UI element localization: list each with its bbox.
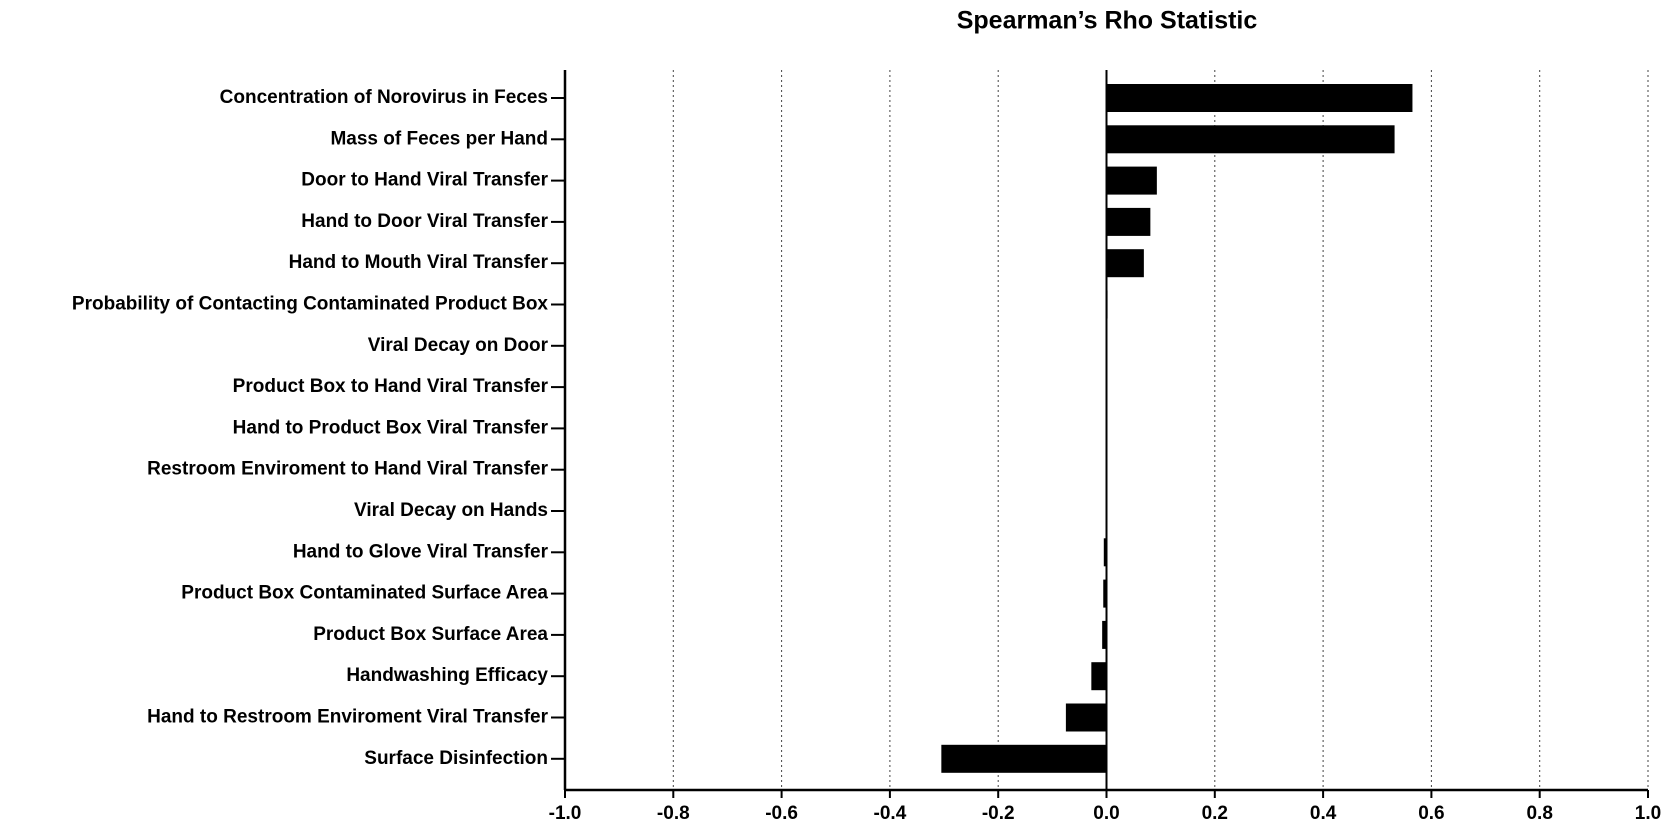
x-tick-label: 0.8 (1526, 803, 1552, 824)
x-tick-label: 0.2 (1202, 803, 1228, 824)
x-tick-label: -0.6 (765, 803, 798, 824)
y-tick-label: Hand to Product Box Viral Transfer (233, 417, 549, 438)
y-tick-label: Hand to Mouth Viral Transfer (289, 252, 549, 273)
x-tick-label: -0.8 (657, 803, 690, 824)
bar (1106, 84, 1413, 112)
y-tick-label: Restroom Enviroment to Hand Viral Transf… (147, 459, 548, 480)
x-tick-label: 1.0 (1635, 803, 1661, 824)
x-tick-label: 0.6 (1418, 803, 1444, 824)
bar (1103, 579, 1107, 608)
bar (1103, 538, 1107, 567)
y-tick-label: Hand to Door Viral Transfer (301, 211, 548, 232)
x-tick-label: 0.4 (1310, 803, 1337, 824)
bar (941, 744, 1107, 773)
y-tick-label: Concentration of Norovirus in Feces (220, 87, 548, 108)
x-tick-label: -0.4 (874, 803, 907, 824)
bar (1106, 207, 1151, 236)
y-tick-label: Viral Decay on Door (368, 335, 549, 356)
bar (1091, 662, 1107, 691)
bar (1106, 166, 1157, 195)
y-tick-label: Mass of Feces per Hand (330, 128, 548, 149)
x-tick-label: -1.0 (549, 803, 582, 824)
y-tick-label: Hand to Restroom Enviroment Viral Transf… (147, 707, 548, 728)
y-tick-label: Probability of Contacting Contaminated P… (72, 294, 549, 315)
bar (1106, 249, 1144, 278)
y-tick-label: Door to Hand Viral Transfer (301, 170, 548, 191)
y-tick-label: Hand to Glove Viral Transfer (293, 541, 549, 562)
bar (1102, 620, 1107, 649)
x-tick-label: 0.0 (1093, 803, 1119, 824)
chart-title: Spearman’s Rho Statistic (957, 7, 1258, 35)
y-tick-label: Surface Disinfection (364, 748, 548, 769)
y-tick-label: Handwashing Efficacy (346, 665, 548, 686)
y-tick-label: Product Box Contaminated Surface Area (181, 583, 548, 604)
y-tick-label: Product Box to Hand Viral Transfer (233, 376, 549, 397)
bar (1106, 125, 1395, 154)
x-tick-label: -0.2 (982, 803, 1015, 824)
y-tick-label: Product Box Surface Area (313, 624, 548, 645)
bar (1065, 703, 1107, 732)
y-tick-label: Viral Decay on Hands (354, 500, 548, 521)
